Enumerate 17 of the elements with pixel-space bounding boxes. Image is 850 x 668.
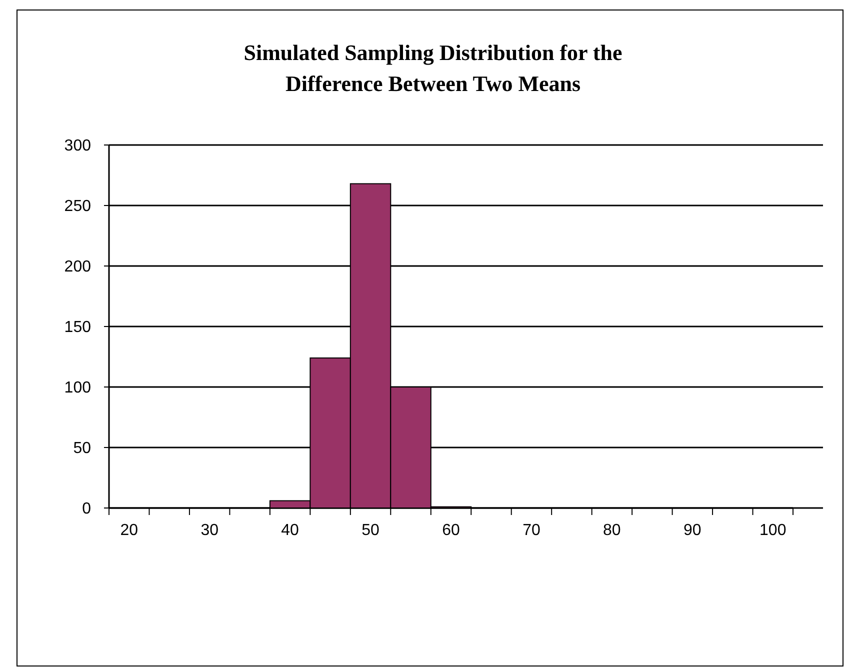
y-tick-label: 0 bbox=[82, 500, 92, 518]
y-tick-label: 150 bbox=[64, 319, 92, 336]
x-tick-label: 30 bbox=[200, 522, 219, 539]
x-tick-label: 20 bbox=[120, 522, 138, 539]
chart-title: Simulated Sampling Distribution for the Difference Between Two Means bbox=[244, 40, 622, 96]
x-tick-label: 70 bbox=[522, 522, 540, 539]
x-tick-label: 90 bbox=[684, 522, 702, 539]
x-tick-label: 60 bbox=[442, 522, 460, 539]
y-tick-label: 50 bbox=[73, 440, 92, 458]
x-tick-label: 50 bbox=[362, 522, 380, 539]
y-tick-label: 100 bbox=[64, 380, 92, 397]
y-tick-label: 250 bbox=[64, 198, 92, 216]
x-tick-label: 40 bbox=[281, 522, 300, 539]
x-tick-label: 80 bbox=[603, 522, 621, 539]
y-tick-label: 300 bbox=[64, 138, 92, 155]
x-tick-label: 100 bbox=[760, 522, 786, 539]
y-tick-label: 200 bbox=[64, 258, 92, 276]
